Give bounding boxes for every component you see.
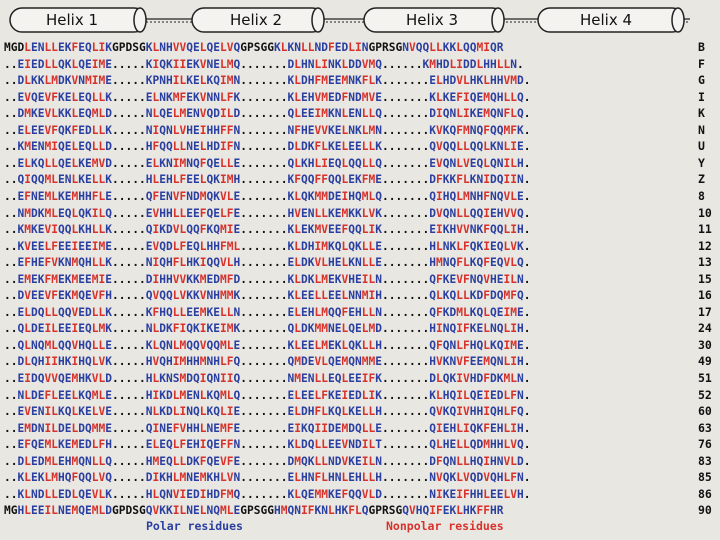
- helix-label-3: Helix 3: [406, 11, 458, 29]
- sequence-row: ..DLQHIIHKIHQLVK.....HVQHIMHHMNHLFQ.....…: [4, 355, 531, 369]
- row-identifier: Y: [698, 155, 705, 170]
- row-identifier: 13: [698, 255, 712, 270]
- sequence-row: ..EVQEVFKELEQLLK.....ELNKMFEKVNNLFK.....…: [4, 90, 531, 104]
- row-identifier: 86: [698, 486, 712, 501]
- row-identifier: 85: [698, 470, 712, 485]
- sequence-row: ..EVENILKQLKELVE.....NLKDLINQLKQLIE.....…: [4, 405, 531, 419]
- sequence-row: MGHLEEILNEMQEMLDGPDSGQVKKILNELNQMLEGPSGG…: [4, 504, 504, 518]
- sequence-row: ..ELDQLLQQVEDLLK.....KFHQLLEEMKELLN.....…: [4, 305, 531, 319]
- row-identifier: 16: [698, 288, 712, 303]
- row-identifier: U: [698, 139, 705, 154]
- sequence-row: ..ELEEVFQKFEDLLK.....NIQNLVHEIHHFFN.....…: [4, 123, 531, 137]
- sequence-row: MGDLENLLEKFEQLIKGPDSGKLNHVVQELQELVQGPSGG…: [4, 41, 504, 54]
- sequence-row: ..DLKKLMDKVNMIME.....KPNHILKELKQIMN.....…: [4, 74, 531, 88]
- row-identifier: 90: [698, 503, 712, 518]
- sequence-row: ..QLDEILEEIEQLMK.....NLDKFIQKIKEIMK.....…: [4, 322, 531, 336]
- sequence-row: ..KMENMIQELEQLLD.....HFQQLLNELHDIFN.....…: [4, 140, 531, 154]
- helix-label-2: Helix 2: [230, 11, 282, 29]
- row-identifier: 24: [698, 321, 712, 336]
- row-identifier: 49: [698, 354, 712, 369]
- row-identifier: 60: [698, 404, 712, 419]
- sequence-row: ..QLNQMLQQVHQLLE.....KLQNLMQQVQQMLE.....…: [4, 338, 531, 352]
- helix-header: Helix 1 Helix 2 Helix 3 Helix 4: [9, 7, 690, 33]
- row-identifier: 51: [698, 371, 712, 385]
- row-identifier: Z: [698, 172, 705, 187]
- row-identifier: G: [698, 73, 705, 88]
- sequence-row: ..EMEKFMEKMEEMIE.....DIHHVVKKMEDMFD.....…: [4, 272, 531, 286]
- row-identifier: 83: [698, 453, 712, 468]
- sequence-row: ..EIDQVVQEMHKVLD.....HLKNSMDQIQNIIQ.....…: [4, 372, 531, 385]
- sequence-row: ..EIEDLLQKLQEIME.....KIQKIIEKVNELMQ.....…: [4, 57, 524, 71]
- sequence-row: ..EMDNILDELDQMME.....QINEFVHHLNEMFE.....…: [4, 421, 531, 435]
- helix-cylinder-2: Helix 2: [191, 7, 325, 33]
- helix-label-4: Helix 4: [580, 11, 632, 29]
- sequence-row: ..KLNDLLEDLQEVLK.....HLQNVIEDIHDFMQ.....…: [4, 487, 531, 501]
- row-identifier: 12: [698, 238, 712, 253]
- row-identifier: 76: [698, 437, 712, 452]
- row-identifier: 11: [698, 222, 712, 237]
- row-identifier: 15: [698, 271, 712, 286]
- helix-cylinder-4: Helix 4: [537, 7, 685, 33]
- row-identifier: I: [698, 89, 705, 104]
- row-identifier: B: [698, 40, 705, 54]
- row-identifier: 30: [698, 337, 712, 352]
- sequence-row: ..QIQQMLENLKELLK.....HLEHLFEELQKIMH.....…: [4, 173, 531, 187]
- sequence-row: ..ELKQLLQELKEMVD.....ELKNIMNQFQELLE.....…: [4, 156, 531, 170]
- row-identifier: 52: [698, 387, 712, 402]
- row-identifier: K: [698, 106, 705, 121]
- legend-polar-residues: Polar residues: [146, 519, 243, 533]
- sequence-row: ..DMKEVLKKLEQMLD.....NLQELMENVQDILD.....…: [4, 107, 531, 121]
- helix-label-1: Helix 1: [46, 11, 98, 29]
- sequence-row: ..KVEELFEEIEEIME.....EVQDLFEQLHHFML.....…: [4, 239, 531, 253]
- row-identifier: 8: [698, 188, 705, 203]
- helix-cylinder-1: Helix 1: [9, 7, 147, 33]
- sequence-row: ..EFQEMLKEMEDLFH.....ELEQLFEHIQEFFN.....…: [4, 438, 531, 452]
- helix-cylinder-3: Helix 3: [363, 7, 505, 33]
- row-identifier: 63: [698, 420, 712, 435]
- sequence-row: ..NLDEFLEELKQMLE.....HIKDLMENLKQMLQ.....…: [4, 388, 531, 402]
- row-identifier: F: [698, 56, 705, 71]
- sequence-row: ..NMDKMLEQLQKILQ.....EVHHLLEEFQELFE.....…: [4, 206, 531, 220]
- sequence-row: ..DVEEVFEKMQEVFH.....QVQQLVKKVNHMMK.....…: [4, 289, 531, 303]
- sequence-row: ..KMKEVIQQLKHLLK.....QIKDVLQQFKQMIE.....…: [4, 223, 531, 237]
- sequence-row: ..EFNEMLKEMHHFLE.....QFENVFNDMQKVLE.....…: [4, 189, 531, 203]
- row-identifier: N: [698, 122, 705, 137]
- sequence-row: ..DLEDMLEHMQNLLQ.....HMEQLLDKFQEVFE.....…: [4, 454, 531, 468]
- sequence-row: ..KLEKLMHQFQQLVQ.....DIKHLMNEMKHLVN.....…: [4, 471, 531, 485]
- row-identifier: 17: [698, 304, 712, 319]
- sequence-row: ..EFHEFVKNMQHLLK.....NIQHFLHKIQQVLH.....…: [4, 256, 531, 270]
- legend-nonpolar-residues: Nonpolar residues: [386, 519, 504, 533]
- row-identifier: 10: [698, 205, 712, 220]
